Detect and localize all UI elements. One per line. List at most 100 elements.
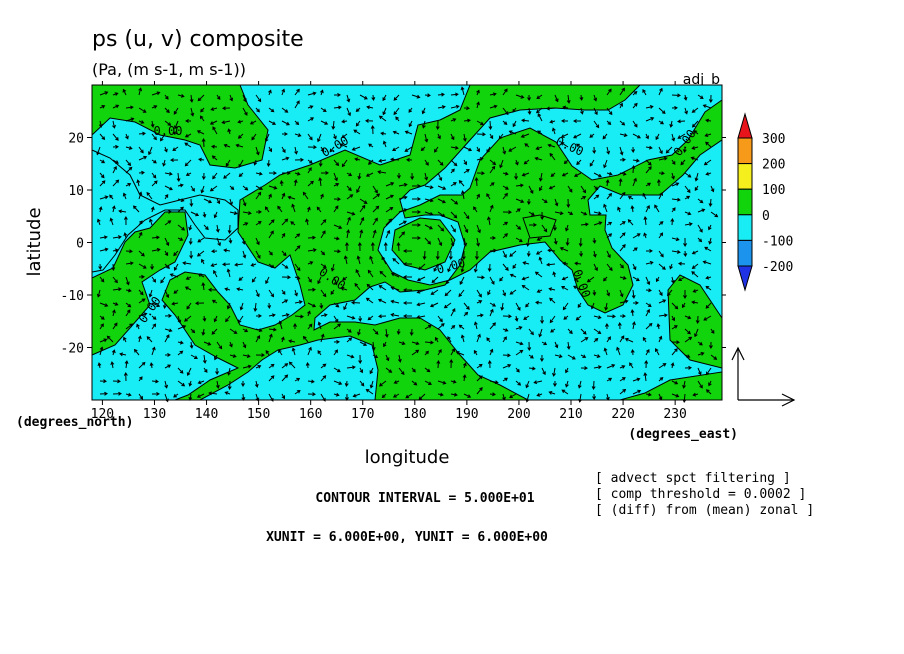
wind-vector — [138, 146, 144, 154]
wind-vector — [281, 374, 289, 382]
wind-vector — [125, 261, 134, 266]
wind-vector — [460, 86, 465, 96]
wind-vector — [160, 276, 166, 284]
wind-vector — [658, 171, 665, 176]
wind-vector — [567, 185, 573, 193]
wind-vector — [460, 263, 465, 273]
wind-vector — [534, 271, 543, 278]
wind-vector — [630, 205, 635, 213]
wind-vector — [528, 354, 534, 359]
wind-vector — [294, 389, 301, 395]
wind-vector — [591, 380, 596, 390]
wind-vector — [476, 275, 485, 280]
wind-vector — [124, 360, 129, 369]
wind-vector — [619, 289, 624, 298]
wind-vector — [488, 120, 493, 130]
wind-vector — [562, 261, 569, 266]
wind-vector — [164, 263, 170, 270]
wind-vector — [216, 94, 221, 101]
chart-title: ps (u, v) composite — [92, 27, 304, 52]
x-tick-label: 230 — [663, 407, 686, 422]
wind-vector — [339, 143, 348, 148]
wind-vector — [502, 314, 512, 319]
wind-vector — [412, 197, 422, 201]
wind-vector — [281, 289, 286, 295]
wind-vector — [171, 301, 179, 306]
wind-vector — [437, 392, 444, 397]
wind-vector — [294, 300, 303, 304]
x-tick-label: 210 — [559, 407, 582, 422]
wind-vector — [656, 179, 661, 187]
wind-vector — [212, 172, 218, 180]
wind-vector — [708, 237, 713, 245]
wind-vector — [355, 120, 361, 127]
wind-vector — [365, 297, 374, 304]
wind-vector — [502, 233, 509, 239]
wind-vector — [655, 133, 660, 141]
wind-vector — [476, 146, 480, 153]
wind-vector — [302, 335, 309, 343]
wind-vector — [603, 276, 608, 282]
wind-vector — [547, 143, 556, 148]
wind-vector — [382, 140, 387, 148]
wind-vector — [406, 157, 413, 162]
wind-vector — [461, 250, 466, 260]
wind-vector — [333, 105, 342, 110]
wind-vector — [539, 185, 543, 192]
wind-vector — [412, 223, 422, 227]
wind-vector — [515, 380, 522, 386]
wind-vector — [437, 159, 444, 166]
wind-vector — [658, 191, 663, 200]
wind-vector — [173, 250, 179, 257]
wind-vector — [548, 287, 556, 292]
wind-vector — [125, 166, 133, 174]
wind-vector — [548, 391, 556, 395]
wind-vector — [307, 276, 312, 283]
wind-vector — [514, 159, 519, 166]
wind-vector — [112, 179, 120, 187]
wind-vector — [392, 257, 400, 265]
wind-vector — [251, 276, 257, 283]
wind-vector — [281, 275, 291, 280]
wind-vector — [255, 94, 262, 103]
wind-vector — [346, 185, 352, 192]
wind-vector — [411, 341, 420, 346]
wind-vector — [694, 185, 699, 192]
wind-vector — [437, 315, 443, 323]
wind-vector — [112, 322, 118, 330]
wind-vector — [448, 250, 453, 260]
wind-vector — [125, 302, 132, 308]
wind-vector — [196, 250, 205, 257]
wind-vector — [216, 198, 221, 205]
wind-vector — [486, 193, 491, 200]
wind-vector — [489, 348, 494, 356]
colorbar-label: 300 — [762, 132, 785, 147]
wind-vector — [346, 194, 354, 200]
wind-vector — [680, 159, 686, 166]
wind-vector — [710, 354, 718, 360]
wind-vector — [561, 389, 569, 395]
wind-vector — [525, 302, 530, 308]
wind-vector — [669, 120, 674, 128]
x-tick-label: 160 — [299, 407, 322, 422]
wind-vector — [697, 237, 703, 243]
wind-vector — [605, 179, 610, 187]
wind-vector — [177, 340, 184, 345]
wind-vector — [437, 198, 446, 204]
wind-vector — [294, 263, 301, 272]
wind-vector — [541, 367, 546, 376]
wind-vector — [281, 88, 286, 96]
wind-vector — [458, 289, 465, 298]
wind-vector — [691, 271, 699, 278]
wind-vector — [476, 157, 484, 161]
wind-vector — [671, 302, 679, 310]
wind-vector — [697, 94, 704, 99]
wind-vector — [654, 204, 660, 213]
wind-vector — [268, 107, 275, 113]
wind-vector — [242, 107, 248, 116]
wind-vector — [241, 381, 246, 387]
wind-vector — [346, 315, 356, 320]
wind-vector — [632, 158, 640, 163]
colorbar-segment — [737, 188, 753, 216]
wind-vector — [343, 302, 348, 311]
